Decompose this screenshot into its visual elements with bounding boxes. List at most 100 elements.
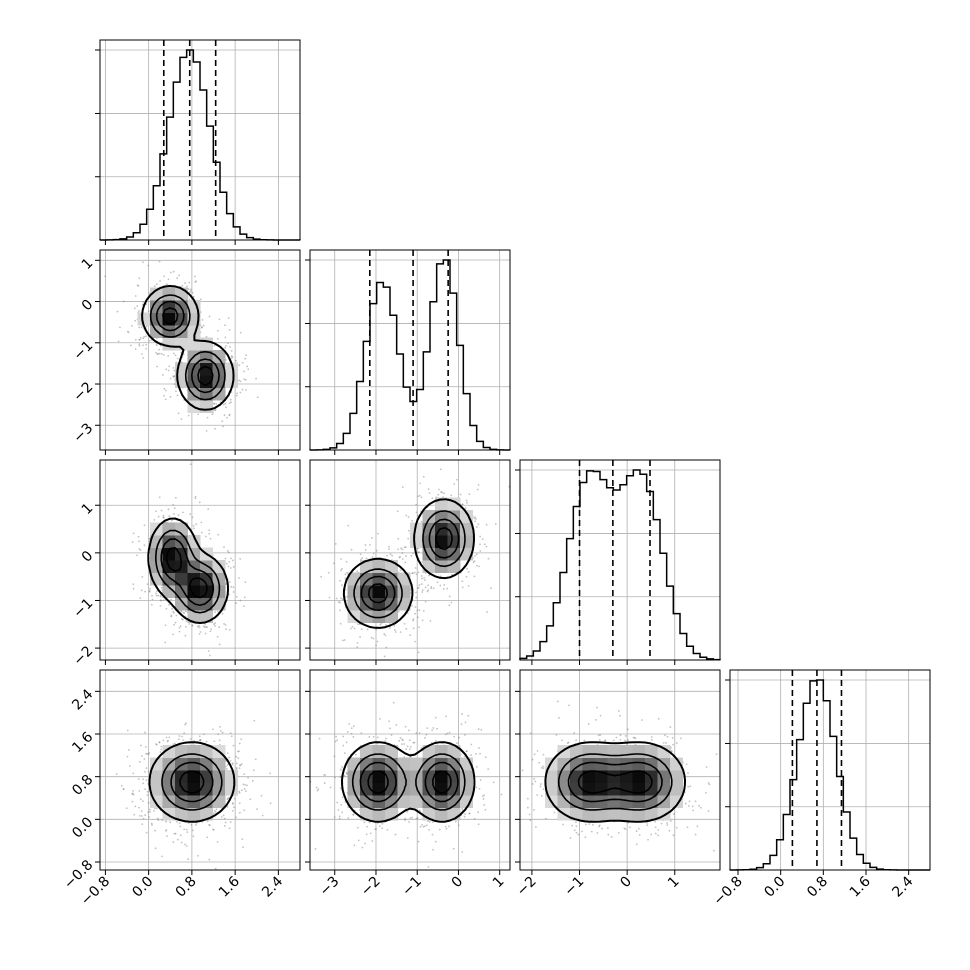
density-cell bbox=[435, 807, 448, 821]
scatter-point bbox=[235, 766, 238, 769]
scatter-point bbox=[323, 774, 325, 776]
scatter-point bbox=[424, 737, 426, 739]
scatter-point bbox=[172, 270, 175, 273]
scatter-point bbox=[401, 486, 404, 489]
scatter-point bbox=[161, 374, 164, 376]
scatter-point bbox=[229, 346, 231, 348]
density-cell bbox=[212, 350, 226, 363]
scatter-point bbox=[136, 554, 138, 557]
scatter-point bbox=[142, 301, 145, 303]
scatter-point bbox=[134, 338, 137, 341]
scatter-point bbox=[162, 516, 165, 519]
scatter-point bbox=[360, 558, 362, 561]
scatter-point bbox=[214, 622, 216, 625]
density-cell bbox=[200, 362, 213, 376]
scatter-point bbox=[353, 627, 356, 630]
scatter-point bbox=[461, 503, 464, 506]
scatter-point bbox=[138, 338, 141, 341]
scatter-point bbox=[430, 587, 432, 590]
scatter-point bbox=[364, 544, 367, 546]
scatter-point bbox=[174, 496, 177, 499]
scatter-point bbox=[208, 824, 211, 826]
density-cell bbox=[162, 585, 176, 598]
scatter-point bbox=[417, 651, 420, 654]
scatter-point bbox=[364, 549, 367, 551]
scatter-point bbox=[192, 295, 195, 298]
scatter-point bbox=[223, 414, 226, 417]
scatter-point bbox=[383, 655, 386, 658]
scatter-point bbox=[231, 355, 234, 358]
scatter-point bbox=[400, 547, 402, 550]
scatter-point bbox=[345, 771, 348, 774]
scatter-point bbox=[232, 565, 235, 568]
scatter-point bbox=[393, 625, 396, 627]
scatter-point bbox=[205, 429, 208, 432]
scatter-point bbox=[439, 584, 442, 587]
scatter-point bbox=[217, 329, 219, 332]
x-tick-label: −1 bbox=[399, 874, 425, 900]
scatter-point bbox=[148, 339, 151, 342]
scatter-point bbox=[158, 741, 161, 744]
scatter-point bbox=[256, 396, 259, 399]
scatter-point bbox=[378, 825, 381, 828]
density-cell bbox=[435, 745, 448, 758]
density-cell bbox=[422, 510, 436, 523]
scatter-point bbox=[345, 772, 348, 775]
scatter-point bbox=[420, 496, 423, 499]
scatter-point bbox=[339, 579, 342, 582]
scatter-point bbox=[172, 610, 175, 613]
scatter-point bbox=[158, 352, 161, 355]
scatter-point bbox=[477, 523, 480, 526]
scatter-point bbox=[167, 369, 170, 372]
scatter-point bbox=[171, 607, 174, 610]
density-cell bbox=[225, 375, 238, 388]
density-cell bbox=[410, 795, 423, 808]
y-tick-label: −3 bbox=[70, 420, 96, 446]
scatter-point bbox=[392, 701, 395, 704]
scatter-point bbox=[343, 752, 346, 755]
scatter-point bbox=[210, 628, 213, 630]
scatter-point bbox=[189, 513, 192, 516]
scatter-point bbox=[377, 736, 379, 739]
density-cell bbox=[200, 757, 213, 771]
scatter-point bbox=[132, 587, 135, 590]
scatter-point bbox=[468, 493, 471, 496]
scatter-point bbox=[244, 581, 247, 584]
scatter-point bbox=[185, 722, 187, 725]
scatter-point bbox=[137, 535, 140, 538]
scatter-point bbox=[479, 543, 481, 546]
scatter-point bbox=[223, 546, 225, 549]
scatter-point bbox=[181, 618, 183, 620]
x-tick-label: 0.0 bbox=[129, 874, 156, 901]
scatter-point bbox=[223, 622, 225, 625]
scatter-point bbox=[202, 733, 205, 736]
scatter-point bbox=[185, 844, 188, 847]
scatter-point bbox=[464, 813, 466, 815]
scatter-point bbox=[239, 599, 242, 602]
scatter-point bbox=[386, 828, 389, 831]
scatter-point bbox=[421, 591, 424, 593]
scatter-point bbox=[196, 625, 199, 628]
scatter-point bbox=[399, 569, 402, 572]
scatter-point bbox=[347, 817, 350, 819]
scatter-point bbox=[461, 580, 464, 583]
density-cell bbox=[187, 745, 201, 758]
scatter-point bbox=[165, 829, 168, 831]
density-cell bbox=[175, 795, 188, 808]
scatter-point bbox=[165, 283, 168, 286]
scatter-point bbox=[395, 724, 398, 726]
scatter-point bbox=[399, 555, 401, 558]
scatter-point bbox=[230, 349, 233, 352]
scatter-point bbox=[410, 554, 413, 557]
scatter-point bbox=[206, 820, 209, 823]
scatter-point bbox=[185, 828, 188, 831]
scatter-point bbox=[465, 499, 468, 502]
scatter-point bbox=[223, 817, 226, 820]
scatter-point bbox=[231, 802, 234, 805]
scatter-point bbox=[334, 776, 337, 779]
scatter-point bbox=[134, 805, 137, 808]
scatter-point bbox=[500, 793, 503, 796]
scatter-point bbox=[214, 810, 217, 813]
scatter-point bbox=[399, 631, 402, 634]
scatter-point bbox=[477, 484, 480, 486]
